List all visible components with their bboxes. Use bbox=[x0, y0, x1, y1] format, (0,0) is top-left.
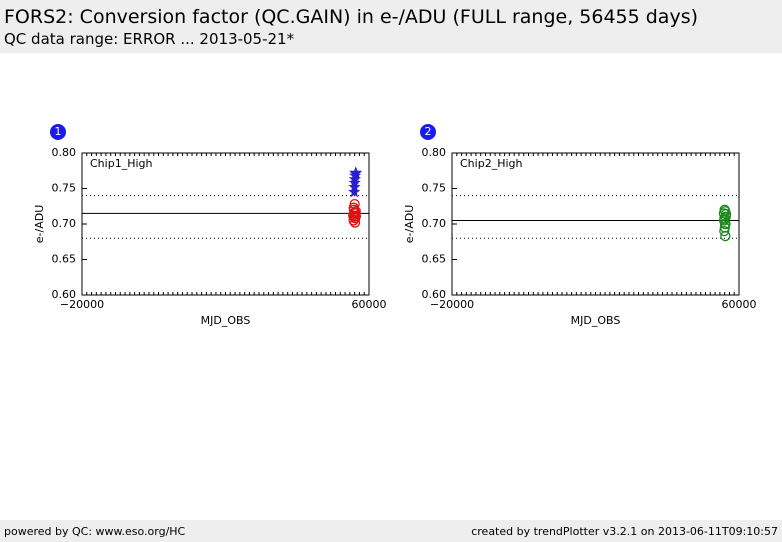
star-point bbox=[349, 166, 363, 179]
x-axis-label: MJD_OBS bbox=[201, 314, 251, 327]
title: FORS2: Conversion factor (QC.GAIN) in e-… bbox=[4, 6, 699, 28]
y-tick-label: 0.75 bbox=[52, 182, 77, 195]
y-axis-label: e-/ADU bbox=[403, 205, 416, 244]
star-point bbox=[348, 176, 361, 189]
circle-point bbox=[350, 211, 362, 222]
header: FORS2: Conversion factor (QC.GAIN) in e-… bbox=[0, 0, 782, 53]
x-tick-label: −20000 bbox=[60, 298, 104, 311]
panel-number: 1 bbox=[55, 125, 62, 138]
plot-frame bbox=[81, 152, 370, 296]
y-tick-label: 0.65 bbox=[422, 253, 447, 266]
circle-point bbox=[720, 218, 731, 230]
x-tick-label: 60000 bbox=[352, 298, 387, 311]
footer-right: created by trendPlotter v3.2.1 on 2013-0… bbox=[471, 525, 778, 538]
y-tick-label: 0.65 bbox=[52, 253, 77, 266]
panel-badge bbox=[50, 124, 66, 140]
y-tick-label: 0.60 bbox=[422, 288, 447, 301]
y-tick-label: 0.70 bbox=[422, 217, 447, 230]
star-point bbox=[348, 180, 361, 193]
panel-number: 2 bbox=[425, 125, 432, 138]
y-tick-label: 0.70 bbox=[52, 217, 77, 230]
circle-point bbox=[719, 225, 730, 237]
y-axis-label: e-/ADU bbox=[33, 205, 46, 244]
footer-left: powered by QC: www.eso.org/HC bbox=[4, 525, 186, 538]
panel-title: Chip1_High bbox=[90, 157, 152, 170]
y-tick-label: 0.80 bbox=[52, 146, 77, 159]
panel-badge bbox=[420, 124, 436, 140]
y-tick-label: 0.75 bbox=[422, 182, 447, 195]
plot-frame bbox=[451, 152, 740, 296]
y-tick-label: 0.80 bbox=[422, 146, 447, 159]
x-tick-label: −20000 bbox=[430, 298, 474, 311]
subtitle: QC data range: ERROR ... 2013-05-21* bbox=[4, 30, 295, 48]
panel-title: Chip2_High bbox=[460, 157, 522, 170]
x-axis-label: MJD_OBS bbox=[571, 314, 621, 327]
plots: 1 Chip1_High 0.60 0.65 0.70 0.75 0.80 −20000 600… bbox=[33, 124, 757, 327]
y-tick-label: 0.60 bbox=[52, 288, 77, 301]
footer: powered by QC: www.eso.org/HC created by… bbox=[0, 520, 782, 542]
circle-point bbox=[719, 213, 730, 224]
star-point bbox=[348, 185, 361, 198]
x-tick-label: 60000 bbox=[722, 298, 757, 311]
circle-point bbox=[720, 206, 731, 217]
